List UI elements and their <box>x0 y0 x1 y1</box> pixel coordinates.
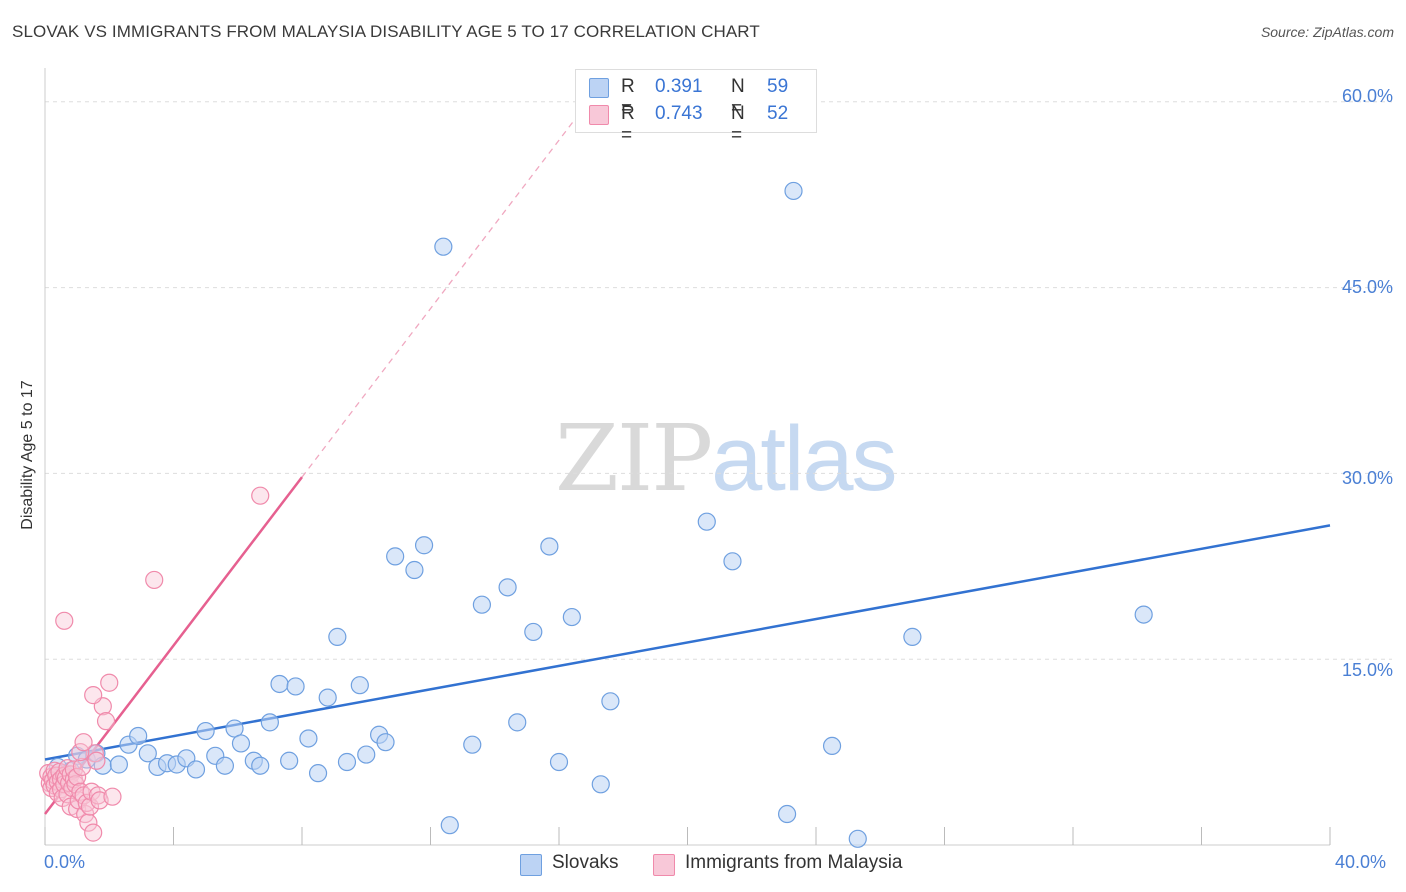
point-malaysia <box>74 733 93 752</box>
legend-n-label: N = <box>731 76 745 119</box>
trend-line-slovaks <box>44 524 1331 761</box>
point-slovaks <box>440 816 459 835</box>
point-slovaks <box>231 734 251 753</box>
point-slovaks <box>386 547 405 566</box>
point-slovaks <box>463 735 482 754</box>
point-malaysia <box>87 751 106 770</box>
point-malaysia <box>100 673 119 692</box>
y-tick-15: 15.0% <box>1341 660 1393 680</box>
x-tick-min: 0.0% <box>44 852 86 872</box>
legend-r-value: 0.743 <box>655 103 703 124</box>
axes <box>44 68 1331 846</box>
point-slovaks <box>414 536 434 555</box>
source-label: Source: ZipAtlas.com <box>1260 24 1394 40</box>
trend-lines <box>44 76 1331 815</box>
point-slovaks <box>376 733 395 752</box>
point-slovaks <box>109 755 128 774</box>
data-points <box>39 181 1153 848</box>
point-malaysia <box>55 611 74 630</box>
gridlines <box>45 101 1392 660</box>
point-slovaks <box>601 692 620 711</box>
legend-r-value: 0.391 <box>655 76 703 97</box>
point-slovaks <box>196 721 215 741</box>
point-slovaks <box>337 752 357 772</box>
point-malaysia <box>103 787 122 806</box>
point-slovaks <box>1134 605 1153 624</box>
point-slovaks <box>562 607 581 627</box>
watermark-atlas: atlas <box>711 408 897 510</box>
point-malaysia <box>71 742 90 762</box>
x-tick-max: 40.0% <box>1335 852 1387 872</box>
point-slovaks <box>186 760 206 779</box>
chart-title: SLOVAK VS IMMIGRANTS FROM MALAYSIA DISAB… <box>12 22 760 41</box>
point-slovaks <box>848 829 867 848</box>
point-slovaks <box>777 804 797 824</box>
watermark: ZIPatlas <box>555 405 898 512</box>
point-slovaks <box>697 512 716 531</box>
trend-line-malaysia-extension <box>301 76 608 478</box>
point-slovaks <box>299 729 318 748</box>
point-slovaks <box>129 726 148 746</box>
point-slovaks <box>822 736 842 756</box>
point-slovaks <box>318 688 337 707</box>
point-slovaks <box>540 537 559 556</box>
point-slovaks <box>784 181 803 201</box>
point-slovaks <box>260 713 279 732</box>
point-slovaks <box>138 744 157 763</box>
correlation-legend: R = 0.391 N = 59 R = 0.743 N = 52 <box>575 69 817 146</box>
y-tick-60: 60.0% <box>1341 86 1393 106</box>
point-slovaks <box>215 756 234 775</box>
point-slovaks <box>350 676 369 695</box>
legend-n-value: 59 <box>767 76 789 97</box>
point-malaysia <box>85 744 104 763</box>
point-malaysia <box>145 570 164 590</box>
legend-swatch-blue <box>589 78 609 98</box>
point-slovaks <box>524 622 543 642</box>
legend-r-label: R = <box>621 76 635 119</box>
point-slovaks <box>286 677 305 696</box>
point-malaysia <box>79 813 98 832</box>
point-slovaks <box>405 560 424 580</box>
point-slovaks <box>549 752 569 772</box>
point-slovaks <box>591 775 610 794</box>
legend-swatch-pink <box>589 105 609 125</box>
point-malaysia <box>96 712 116 731</box>
point-slovaks <box>357 745 376 764</box>
bottom-legend-swatch-pink <box>653 854 675 876</box>
bottom-legend-label: Immigrants from Malaysia <box>685 852 903 873</box>
y-tick-30: 30.0% <box>1341 468 1393 488</box>
point-malaysia <box>84 686 103 705</box>
bottom-legend-swatch-blue <box>520 854 542 876</box>
point-malaysia <box>84 823 103 842</box>
point-malaysia <box>68 767 87 786</box>
y-axis-label: Disability Age 5 to 17 <box>19 380 36 530</box>
point-slovaks <box>498 578 517 597</box>
legend-n-value: 52 <box>767 103 789 124</box>
point-slovaks <box>903 627 922 646</box>
watermark-zip: ZIP <box>555 405 713 512</box>
point-slovaks <box>472 595 491 614</box>
legend-r-label: R = <box>621 103 635 146</box>
point-slovaks <box>308 764 328 783</box>
point-slovaks <box>328 627 347 646</box>
legend-n-label: N = <box>731 103 745 146</box>
point-slovaks <box>270 674 289 694</box>
point-slovaks <box>508 713 527 732</box>
point-slovaks <box>280 751 299 770</box>
point-slovaks <box>723 552 742 571</box>
point-slovaks <box>434 237 453 256</box>
point-malaysia <box>251 486 270 505</box>
point-slovaks <box>251 756 270 775</box>
bottom-legend-label: Slovaks <box>552 852 619 873</box>
y-tick-45: 45.0% <box>1341 277 1393 297</box>
